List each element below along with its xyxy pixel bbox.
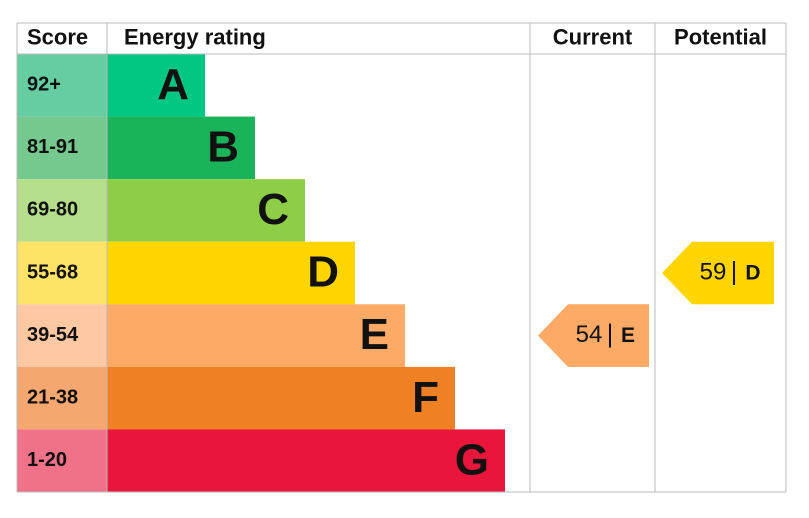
rating-letter: D — [307, 248, 339, 297]
column-header: Current — [553, 24, 633, 49]
rating-bar — [107, 366, 455, 430]
rating-bar — [107, 304, 405, 367]
current-value: 54 — [576, 321, 603, 348]
current-letter: E — [621, 324, 635, 347]
current-arrow — [538, 304, 649, 367]
column-header: Energy rating — [124, 24, 266, 49]
score-label: 1-20 — [27, 449, 67, 471]
rating-letter: G — [455, 435, 489, 484]
rating-letter: C — [257, 185, 289, 234]
rating-letter: B — [207, 122, 239, 171]
score-label: 39-54 — [27, 324, 79, 346]
score-cell — [17, 116, 107, 180]
rating-letter: E — [360, 310, 389, 359]
rating-bar — [107, 179, 305, 242]
column-header: Potential — [674, 24, 767, 49]
score-label: 69-80 — [27, 199, 78, 221]
rating-bar — [107, 54, 205, 117]
score-cell — [17, 241, 107, 305]
score-label: 81-91 — [27, 136, 78, 158]
rating-bar — [107, 116, 255, 180]
score-cell — [17, 429, 107, 492]
score-label: 55-68 — [27, 261, 78, 283]
rating-letter: A — [157, 60, 189, 109]
score-label: 21-38 — [27, 386, 78, 408]
rating-letter: F — [412, 373, 439, 422]
score-cell — [17, 304, 107, 367]
potential-value: 59 — [700, 258, 727, 285]
score-cell — [17, 179, 107, 242]
score-cell — [17, 366, 107, 430]
rating-bar — [107, 429, 505, 492]
column-header: Score — [27, 24, 88, 49]
potential-letter: D — [745, 262, 760, 285]
potential-arrow — [662, 241, 774, 305]
rating-bar — [107, 241, 355, 305]
score-label: 92+ — [27, 74, 61, 96]
score-cell — [17, 54, 107, 117]
